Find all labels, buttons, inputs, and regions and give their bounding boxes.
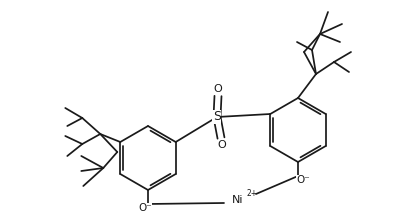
Text: S: S <box>213 111 220 124</box>
Text: O⁻: O⁻ <box>295 175 309 185</box>
Text: Ni: Ni <box>231 195 243 205</box>
Text: O: O <box>213 84 222 94</box>
Text: 2+: 2+ <box>246 188 258 198</box>
Text: O: O <box>217 140 226 150</box>
Text: O⁻: O⁻ <box>138 203 151 213</box>
